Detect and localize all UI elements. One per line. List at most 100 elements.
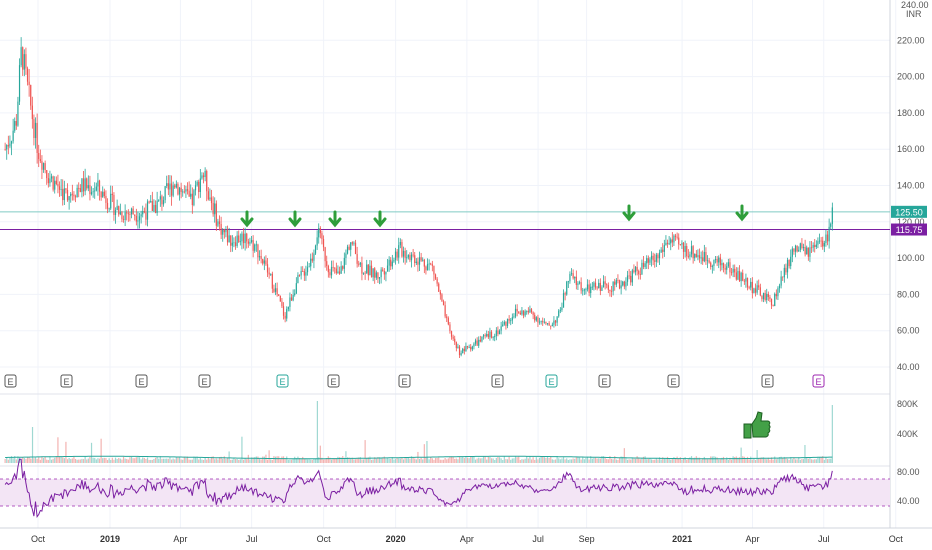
- price-label-text: 125.50: [895, 207, 923, 217]
- volume-bar: [217, 459, 219, 463]
- candle-body: [124, 212, 126, 220]
- candle-body: [793, 248, 795, 252]
- volume-bar: [135, 457, 137, 463]
- volume-bar: [588, 459, 590, 463]
- candle-body: [345, 253, 347, 258]
- earnings-marker[interactable]: E: [667, 374, 680, 388]
- volume-bar: [28, 457, 30, 463]
- candle-body: [329, 272, 331, 276]
- candle-body: [378, 277, 381, 279]
- volume-bar: [457, 459, 459, 463]
- candle-body: [228, 235, 230, 243]
- candle-body: [82, 178, 85, 192]
- volume-bar: [84, 456, 86, 463]
- volume-bar: [748, 459, 750, 463]
- volume-bar: [26, 456, 29, 463]
- volume-bar: [670, 459, 672, 463]
- volume-bar: [671, 458, 673, 463]
- volume-bar: [750, 456, 752, 463]
- candle-body: [818, 240, 821, 242]
- earnings-marker[interactable]: E: [327, 374, 340, 388]
- candle-body: [33, 119, 35, 138]
- volume-bar: [633, 458, 635, 463]
- volume-bar: [262, 456, 264, 463]
- volume-bar: [818, 457, 821, 463]
- volume-bar: [514, 456, 517, 463]
- candle-body: [791, 248, 793, 257]
- candle-body: [754, 288, 757, 293]
- volume-bar: [692, 457, 694, 463]
- volume-bar: [687, 459, 689, 463]
- volume-bar: [727, 459, 729, 463]
- volume-bar: [156, 456, 158, 463]
- volume-bar: [489, 456, 491, 463]
- candle-body: [358, 263, 360, 265]
- volume-bar: [47, 459, 49, 463]
- candle-body: [753, 288, 755, 294]
- candle-body: [161, 196, 163, 205]
- volume-bar: [63, 458, 65, 463]
- volume-bar: [95, 459, 97, 463]
- candle-body: [242, 233, 245, 244]
- candle-body: [18, 65, 21, 102]
- candle-body: [369, 265, 371, 276]
- volume-bar: [394, 459, 397, 463]
- volume-bar: [414, 458, 416, 463]
- candle-body: [762, 292, 765, 300]
- candle-body: [17, 101, 19, 126]
- candle-body: [794, 245, 797, 252]
- volume-bar: [754, 459, 757, 463]
- candle-body: [103, 191, 105, 196]
- earnings-marker[interactable]: E: [812, 374, 825, 388]
- volume-bar: [519, 459, 521, 463]
- volume-bar: [247, 454, 249, 463]
- volume-bar: [604, 458, 606, 463]
- candle-body: [346, 246, 349, 254]
- earnings-marker[interactable]: E: [761, 374, 774, 388]
- volume-bar: [516, 457, 518, 463]
- candle-body: [202, 175, 205, 178]
- volume-bar: [233, 458, 235, 463]
- volume-bar: [263, 456, 265, 463]
- volume-bar: [42, 458, 45, 463]
- earnings-marker[interactable]: E: [60, 374, 73, 388]
- candle-body: [788, 259, 790, 267]
- earnings-marker[interactable]: E: [276, 374, 289, 388]
- volume-bar: [607, 459, 609, 463]
- volume-tick-label: 800K: [897, 399, 918, 409]
- time-tick-label: Oct: [317, 534, 332, 544]
- candle-body: [193, 190, 195, 206]
- volume-bar: [708, 459, 710, 463]
- candle-body: [658, 252, 661, 259]
- price-axis[interactable]: 220.00 200.00 180.00 160.00 140.00 120.00 100.…: [897, 35, 925, 372]
- volume-bar: [158, 458, 160, 463]
- volume-bar: [129, 457, 131, 463]
- volume-bar: [39, 459, 41, 463]
- earnings-marker[interactable]: E: [4, 374, 17, 388]
- earnings-marker[interactable]: E: [198, 374, 211, 388]
- volume-bar: [558, 458, 560, 463]
- candle-body: [745, 277, 747, 282]
- earnings-marker[interactable]: E: [135, 374, 148, 388]
- earnings-marker[interactable]: E: [491, 374, 504, 388]
- earnings-marker[interactable]: E: [598, 374, 611, 388]
- candle-body: [649, 259, 651, 263]
- candle-body: [41, 161, 43, 170]
- time-tick-label: 2020: [386, 534, 406, 544]
- volume-bar: [420, 457, 422, 463]
- candle-body: [71, 193, 73, 195]
- currency-label: INR: [906, 9, 922, 19]
- earnings-marker[interactable]: E: [398, 374, 411, 388]
- candle-body: [185, 189, 187, 192]
- candle-body: [102, 191, 104, 198]
- candle-body: [204, 170, 206, 178]
- time-axis[interactable]: Oct 2019 Apr Jul Oct 2020 Apr Jul Sep 2021 Apr Jul O…: [31, 534, 903, 544]
- volume-bar: [194, 457, 197, 463]
- earnings-marker[interactable]: E: [545, 374, 558, 388]
- volume-bar: [561, 458, 563, 463]
- candle-body: [433, 265, 435, 275]
- candle-body: [28, 81, 30, 85]
